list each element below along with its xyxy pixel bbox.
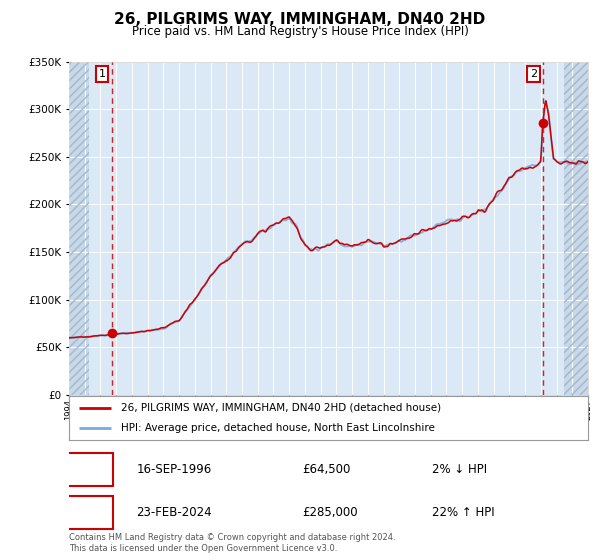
Text: 2: 2 <box>86 506 94 519</box>
Bar <box>69 62 89 395</box>
Bar <box>69 62 89 395</box>
Text: 1: 1 <box>98 69 106 79</box>
FancyBboxPatch shape <box>67 454 113 486</box>
Bar <box>565 62 588 395</box>
Text: 1: 1 <box>86 463 94 477</box>
Text: 23-FEB-2024: 23-FEB-2024 <box>136 506 212 519</box>
Bar <box>565 62 588 395</box>
Text: HPI: Average price, detached house, North East Lincolnshire: HPI: Average price, detached house, Nort… <box>121 423 435 433</box>
Text: 2: 2 <box>530 69 537 79</box>
Text: £285,000: £285,000 <box>302 506 358 519</box>
Text: 2% ↓ HPI: 2% ↓ HPI <box>432 463 487 477</box>
Text: 16-SEP-1996: 16-SEP-1996 <box>136 463 212 477</box>
Text: 22% ↑ HPI: 22% ↑ HPI <box>432 506 495 519</box>
Text: 26, PILGRIMS WAY, IMMINGHAM, DN40 2HD (detached house): 26, PILGRIMS WAY, IMMINGHAM, DN40 2HD (d… <box>121 403 441 413</box>
Text: Contains HM Land Registry data © Crown copyright and database right 2024.
This d: Contains HM Land Registry data © Crown c… <box>69 533 395 553</box>
Text: 26, PILGRIMS WAY, IMMINGHAM, DN40 2HD: 26, PILGRIMS WAY, IMMINGHAM, DN40 2HD <box>115 12 485 27</box>
Text: £64,500: £64,500 <box>302 463 351 477</box>
Text: Price paid vs. HM Land Registry's House Price Index (HPI): Price paid vs. HM Land Registry's House … <box>131 25 469 38</box>
FancyBboxPatch shape <box>67 496 113 529</box>
